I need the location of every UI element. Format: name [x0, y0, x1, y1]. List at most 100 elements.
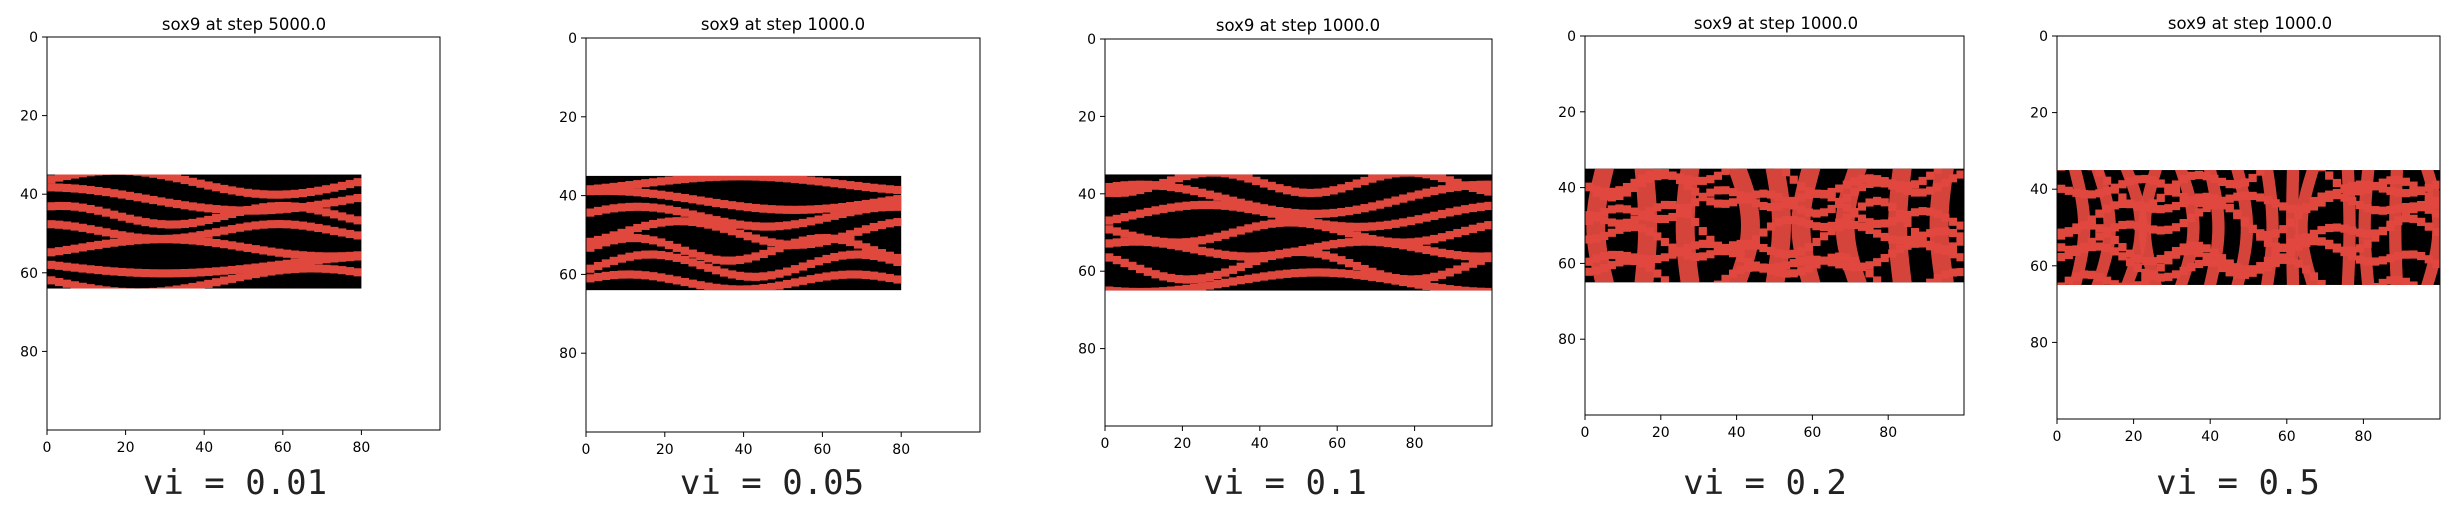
heatmap-cell	[2202, 252, 2211, 262]
heatmap-cell	[2110, 247, 2119, 256]
heatmap-cell	[1360, 237, 1369, 246]
heatmap-cell	[1607, 218, 1616, 227]
heatmap-cell	[149, 235, 158, 244]
heatmap-cell	[117, 212, 127, 221]
heatmap-band	[1105, 174, 1492, 291]
heatmap-cell	[861, 225, 871, 234]
heatmap-cell	[282, 265, 292, 274]
heatmap-cell	[1653, 254, 1662, 263]
heatmap-cell	[1476, 180, 1485, 189]
heatmap-cell	[345, 267, 355, 276]
heatmap-cell	[298, 221, 307, 230]
heatmap-cell	[149, 174, 158, 178]
heatmap-cell	[102, 208, 111, 217]
heatmap-cell	[62, 221, 72, 230]
heatmap-cell	[1461, 251, 1470, 261]
heatmap-cell	[274, 190, 284, 199]
heatmap-cell	[696, 252, 705, 261]
heatmap-cell	[2118, 220, 2127, 230]
heatmap-cell	[798, 205, 808, 214]
heatmap-cell	[2386, 276, 2395, 285]
heatmap-cell	[806, 259, 816, 268]
heatmap-cell	[775, 222, 784, 231]
heatmap-cell	[1622, 251, 1632, 261]
heatmap-cell	[133, 288, 142, 289]
heatmap-cell	[1918, 188, 1927, 197]
heatmap-cell	[1691, 218, 1700, 227]
heatmap-cell	[586, 274, 595, 283]
heatmap-cell	[1873, 196, 1882, 205]
heatmap-cell	[1956, 221, 1964, 230]
heatmap-cell	[609, 236, 619, 245]
heatmap-cell	[593, 272, 603, 282]
heatmap-cell	[1406, 279, 1416, 288]
heatmap-cell	[290, 202, 300, 211]
heatmap-cell	[337, 196, 347, 205]
heatmap-cell	[353, 252, 362, 261]
heatmap-cell	[759, 175, 768, 181]
heatmap-stripe	[1929, 168, 1954, 283]
heatmap-cell	[2401, 277, 2410, 285]
heatmap-cell	[1414, 280, 1423, 289]
heatmap-cell	[664, 176, 674, 185]
heatmap-cell	[109, 210, 119, 219]
heatmap-cell	[47, 220, 56, 229]
heatmap-cell	[2171, 180, 2181, 189]
heatmap-cell	[2110, 280, 2119, 285]
heatmap-cell	[1298, 188, 1307, 197]
heatmap-cell	[1422, 274, 1431, 283]
heatmap-cell	[2225, 194, 2234, 203]
heatmap-cell	[790, 278, 800, 287]
heatmap-cell	[267, 261, 276, 270]
heatmap-cell	[2401, 177, 2410, 186]
heatmap-cell	[1182, 284, 1191, 291]
heatmap-cell	[2371, 283, 2380, 285]
heatmap-cell	[1283, 186, 1292, 195]
heatmap-cell	[2378, 256, 2387, 265]
heatmap-cell	[664, 217, 674, 226]
heatmap-cell	[2118, 199, 2127, 209]
heatmap-cell	[1630, 207, 1639, 216]
heatmap-cell	[1267, 271, 1276, 280]
heatmap-cell	[1414, 237, 1423, 246]
heatmap-cell	[1873, 219, 1882, 228]
heatmap-cell	[86, 284, 95, 289]
heatmap-cell	[1721, 244, 1730, 254]
heatmap-cell	[1880, 198, 1889, 207]
heatmap-cell	[869, 251, 879, 261]
heatmap-cell	[102, 228, 111, 237]
heatmap-cell	[1190, 201, 1199, 210]
heatmap-cell	[696, 281, 705, 290]
y-tick-label: 60	[2030, 259, 2048, 275]
heatmap-cell	[1759, 228, 1768, 237]
heatmap-cell	[672, 253, 682, 262]
heatmap-cell	[2401, 214, 2410, 223]
heatmap-cell	[109, 267, 119, 276]
heatmap-cell	[1461, 286, 1470, 291]
heatmap-cell	[2095, 209, 2104, 218]
heatmap-band	[586, 175, 902, 291]
heatmap-cell	[1205, 190, 1214, 199]
heatmap-cell	[853, 240, 863, 249]
heatmap-cell	[1197, 274, 1207, 283]
heatmap-stripe	[1675, 168, 1700, 283]
heatmap-cell	[877, 253, 887, 262]
heatmap-cell	[830, 271, 839, 280]
heatmap-cell	[117, 237, 127, 246]
heatmap-cell	[743, 175, 753, 181]
heatmap-cell	[1835, 184, 1844, 193]
heatmap-cell	[1135, 237, 1145, 246]
heatmap-cell	[2133, 175, 2142, 184]
heatmap-cell	[227, 186, 237, 195]
axes-frame	[585, 37, 981, 433]
heatmap-cell	[680, 277, 690, 287]
heatmap-cell	[1759, 264, 1768, 273]
heatmap-cell	[838, 202, 847, 212]
heatmap-cell	[353, 231, 362, 240]
heatmap-cell	[712, 198, 721, 208]
heatmap-cell	[1135, 185, 1145, 195]
heatmap-cell	[1252, 222, 1261, 231]
heatmap-cell	[86, 225, 95, 234]
heatmap-cell	[633, 223, 642, 233]
heatmap-cell	[1182, 243, 1191, 252]
